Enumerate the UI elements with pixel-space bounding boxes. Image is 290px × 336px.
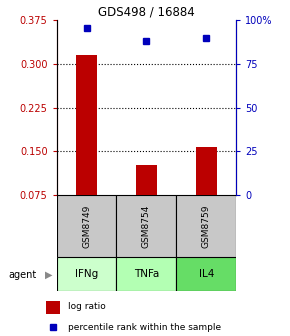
Text: IL4: IL4 bbox=[199, 269, 214, 279]
Title: GDS498 / 16884: GDS498 / 16884 bbox=[98, 6, 195, 19]
Bar bbox=[136, 165, 157, 239]
Text: TNFa: TNFa bbox=[134, 269, 159, 279]
Text: IFNg: IFNg bbox=[75, 269, 98, 279]
Bar bbox=[176, 257, 236, 291]
Text: ▶: ▶ bbox=[45, 269, 52, 280]
Bar bbox=[46, 301, 60, 314]
Text: agent: agent bbox=[9, 269, 37, 280]
Text: GSM8749: GSM8749 bbox=[82, 204, 91, 248]
Text: GSM8754: GSM8754 bbox=[142, 204, 151, 248]
Bar bbox=[196, 146, 217, 239]
Bar bbox=[117, 195, 176, 257]
Bar bbox=[76, 55, 97, 239]
Bar bbox=[176, 195, 236, 257]
Text: GSM8759: GSM8759 bbox=[202, 204, 211, 248]
Bar bbox=[117, 257, 176, 291]
Text: percentile rank within the sample: percentile rank within the sample bbox=[68, 323, 221, 332]
Bar bbox=[57, 257, 117, 291]
Bar bbox=[57, 195, 117, 257]
Text: log ratio: log ratio bbox=[68, 302, 105, 311]
